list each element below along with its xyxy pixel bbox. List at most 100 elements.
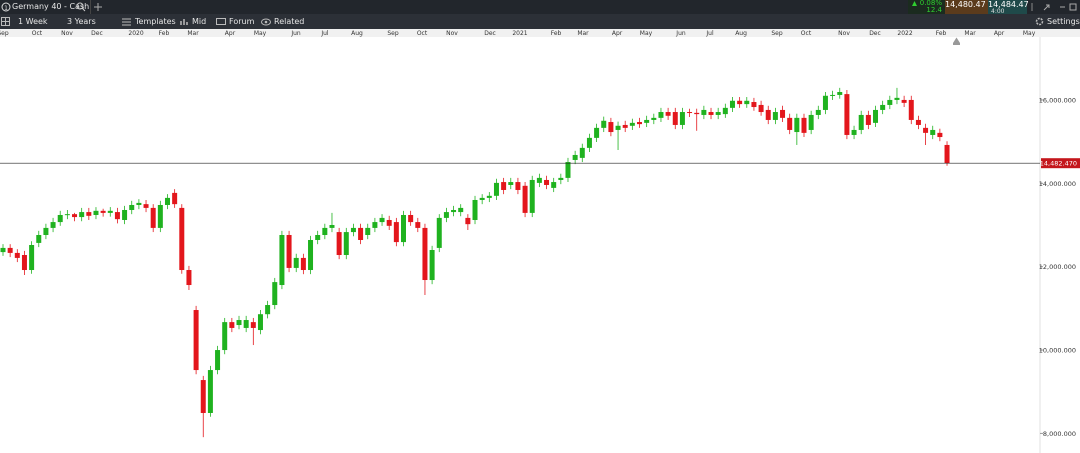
x-tick-label: Sep bbox=[387, 30, 399, 37]
candle-body bbox=[851, 129, 857, 135]
x-tick-label: Dec bbox=[869, 30, 881, 37]
candle-body bbox=[443, 212, 449, 218]
x-tick-label: Feb bbox=[551, 30, 562, 37]
price-type-button[interactable]: Mid bbox=[192, 17, 207, 26]
candle-body bbox=[737, 100, 743, 105]
x-tick-label: Aug bbox=[735, 30, 747, 37]
candle-body bbox=[7, 247, 13, 253]
layout-icon[interactable] bbox=[1, 17, 10, 26]
related-button[interactable]: Related bbox=[274, 17, 305, 26]
candle-body bbox=[930, 129, 936, 135]
candle-body bbox=[536, 177, 542, 183]
candle-body bbox=[179, 207, 185, 271]
chart: Sep Oct Nov Dec 2020 Feb Mar Apr May Jun Jul Aug Sep… bbox=[0, 29, 1080, 453]
x-tick-label: Jul bbox=[705, 30, 714, 37]
add-tab[interactable] bbox=[94, 3, 102, 11]
forum-button[interactable]: Forum bbox=[229, 17, 255, 26]
candle-body bbox=[937, 132, 943, 138]
sell-box[interactable]: 14,480.47 bbox=[945, 0, 988, 14]
candle-body bbox=[665, 112, 671, 116]
candle-body bbox=[808, 114, 814, 130]
buy-box[interactable]: 14,484.47 4:00 bbox=[988, 0, 1029, 15]
candle-body bbox=[329, 224, 335, 228]
price-type-icon bbox=[180, 19, 188, 25]
candle-body bbox=[658, 112, 664, 118]
candle-body bbox=[729, 100, 735, 108]
candle-body bbox=[272, 282, 278, 306]
candle-body bbox=[501, 182, 507, 190]
candle-body bbox=[186, 270, 192, 286]
candle-body bbox=[672, 112, 678, 125]
spread-time: 4:00 bbox=[991, 8, 1005, 15]
candle-body bbox=[343, 232, 349, 256]
title-bar: 1 Germany 40 - Cash 0.08% 12.4 14,480.47… bbox=[0, 0, 1080, 15]
y-tick-label: 10,000.000 bbox=[1039, 347, 1076, 355]
candle-body bbox=[865, 114, 871, 125]
window-controls[interactable] bbox=[1030, 2, 1080, 12]
candle-body bbox=[257, 314, 263, 331]
candle-body bbox=[787, 117, 793, 130]
candle-body bbox=[651, 117, 657, 120]
candle-body bbox=[565, 162, 571, 178]
candle-body bbox=[21, 255, 27, 271]
candle-body bbox=[830, 94, 836, 96]
candle-body bbox=[315, 234, 321, 240]
settings-icon bbox=[1035, 17, 1044, 26]
candle-body bbox=[308, 239, 314, 271]
candle-body bbox=[915, 119, 921, 125]
candle-body bbox=[14, 252, 20, 258]
interval-button[interactable]: 1 Week bbox=[18, 17, 48, 26]
templates-icon bbox=[122, 18, 131, 26]
candle-body bbox=[522, 185, 528, 213]
range-button[interactable]: 3 Years bbox=[67, 17, 96, 26]
buy-price: 14,484.47 bbox=[988, 0, 1029, 9]
candle-body bbox=[594, 127, 600, 138]
candle-body bbox=[894, 97, 900, 100]
candle-body bbox=[150, 207, 156, 228]
price-axis-band bbox=[1040, 37, 1080, 453]
candle-body bbox=[772, 112, 778, 120]
x-tick-label: Nov bbox=[446, 30, 458, 37]
candle-body bbox=[801, 117, 807, 133]
x-tick-label: Feb bbox=[936, 30, 947, 37]
candle-body bbox=[429, 250, 435, 281]
candle-body bbox=[72, 214, 78, 218]
candle-body bbox=[243, 320, 249, 328]
candle-body bbox=[558, 177, 564, 180]
candle-body bbox=[143, 204, 149, 208]
candle-body bbox=[422, 227, 428, 281]
candle-body bbox=[579, 147, 585, 158]
x-tick-label: Mar bbox=[964, 30, 976, 37]
candle-body bbox=[551, 182, 557, 188]
candle-body bbox=[215, 350, 221, 371]
candle-body bbox=[43, 227, 49, 235]
candle-body bbox=[322, 227, 328, 235]
candle-body bbox=[236, 320, 242, 326]
x-tick-label: Jun bbox=[675, 30, 686, 37]
x-tick-label: Feb bbox=[159, 30, 170, 37]
candle-body bbox=[57, 214, 63, 223]
candle-body bbox=[122, 209, 128, 220]
x-tick-label: Mar bbox=[577, 30, 589, 37]
last-price-tag bbox=[1041, 158, 1080, 169]
change-box: 0.08% 12.4 bbox=[908, 0, 945, 14]
candle-body bbox=[908, 99, 914, 120]
candle-body bbox=[708, 112, 714, 115]
templates-button[interactable]: Templates bbox=[135, 17, 176, 26]
candle-body bbox=[436, 217, 442, 248]
candle-body bbox=[157, 204, 163, 228]
candle-body bbox=[901, 99, 907, 103]
x-tick-label: Oct bbox=[801, 30, 812, 37]
x-tick-label: Mar bbox=[187, 30, 199, 37]
instrument-title: Germany 40 - Cash bbox=[12, 2, 90, 11]
candle-body bbox=[486, 195, 492, 198]
candle-body bbox=[29, 245, 35, 271]
candle-body bbox=[336, 232, 342, 256]
candle-body bbox=[508, 182, 514, 185]
search-icon[interactable] bbox=[76, 2, 86, 12]
candle-body bbox=[572, 154, 578, 160]
settings-button[interactable]: Settings bbox=[1047, 17, 1080, 26]
candle-body bbox=[400, 214, 406, 243]
x-tick-label: May bbox=[254, 30, 267, 37]
